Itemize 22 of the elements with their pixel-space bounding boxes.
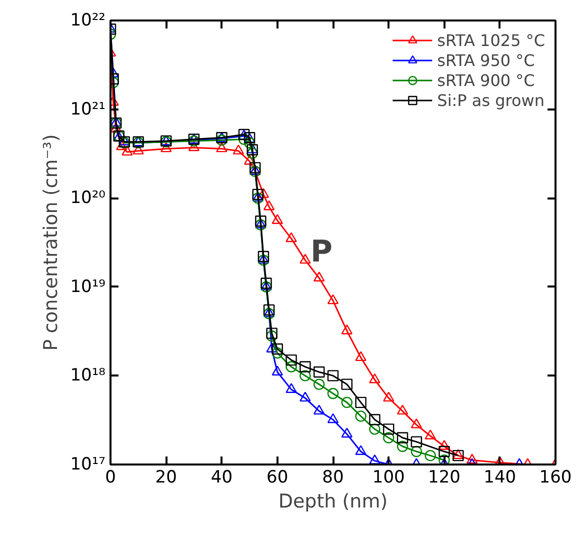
y-tick-label: 10²² xyxy=(70,10,106,30)
y-tick-label: 10¹⁹ xyxy=(70,276,106,297)
annotation: P xyxy=(310,234,332,270)
legend-label: sRTA 950 °C xyxy=(437,50,535,70)
y-tick-label: 10¹⁷ xyxy=(70,454,106,474)
x-tick-label: 20 xyxy=(155,468,177,488)
x-tick-label: 60 xyxy=(266,468,288,488)
x-tick-label: 140 xyxy=(484,468,516,488)
x-tick-label: 100 xyxy=(372,468,405,488)
y-tick-label: 10²⁰ xyxy=(70,188,106,208)
legend-label: sRTA 1025 °C xyxy=(437,30,545,50)
legend-label: Si:P as grown xyxy=(437,90,545,110)
x-axis-title: Depth (nm) xyxy=(278,490,388,512)
x-tick-label: 160 xyxy=(539,468,572,488)
legend-label: sRTA 900 °C xyxy=(437,70,535,90)
y-axis-title: P concentration (cm⁻³) xyxy=(40,134,62,351)
y-tick-label: 10²¹ xyxy=(70,99,106,120)
x-tick-label: 40 xyxy=(210,468,233,488)
x-tick-label: 120 xyxy=(428,468,460,488)
x-tick-label: 0 xyxy=(105,468,116,488)
x-tick-label: 80 xyxy=(322,468,344,488)
y-tick-label: 10¹⁸ xyxy=(70,366,106,386)
